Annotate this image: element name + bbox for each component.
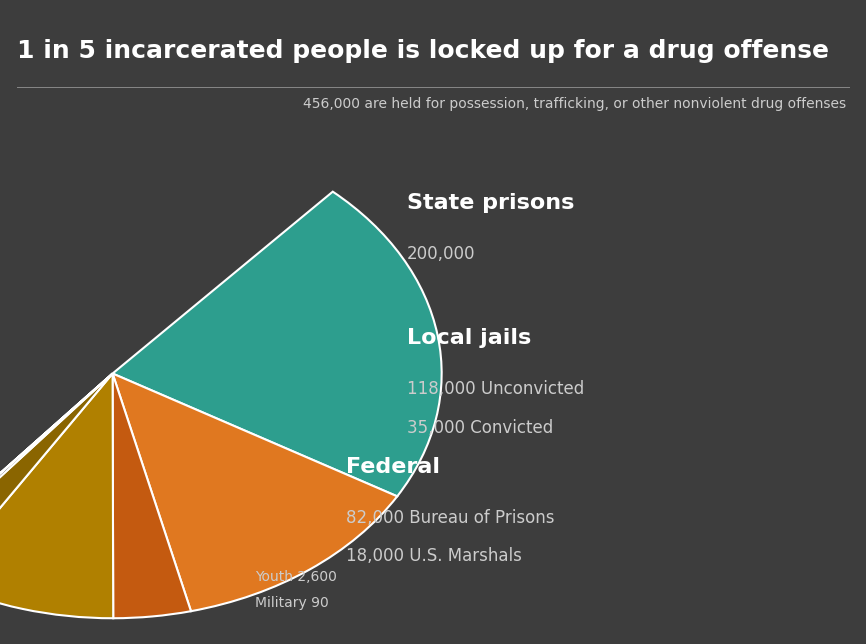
Text: State prisons: State prisons: [407, 193, 574, 213]
Wedge shape: [113, 374, 397, 611]
Text: 200,000: 200,000: [407, 245, 475, 263]
Text: Military 90: Military 90: [255, 596, 329, 610]
Text: 456,000 are held for possession, trafficking, or other nonviolent drug offenses: 456,000 are held for possession, traffic…: [303, 97, 846, 111]
Text: 82,000 Bureau of Prisons: 82,000 Bureau of Prisons: [346, 509, 555, 527]
Wedge shape: [113, 192, 442, 497]
Text: 118,000 Unconvicted: 118,000 Unconvicted: [407, 380, 585, 398]
Text: 1 in 5 incarcerated people is locked up for a drug offense: 1 in 5 incarcerated people is locked up …: [17, 39, 830, 62]
Text: Local jails: Local jails: [407, 328, 531, 348]
Text: Federal: Federal: [346, 457, 441, 477]
Wedge shape: [113, 374, 191, 618]
Text: Youth 2,600: Youth 2,600: [255, 570, 338, 584]
Wedge shape: [0, 374, 113, 582]
Text: 35,000 Convicted: 35,000 Convicted: [407, 419, 553, 437]
Wedge shape: [0, 374, 113, 564]
Wedge shape: [0, 374, 113, 561]
Wedge shape: [0, 374, 113, 618]
Text: 18,000 U.S. Marshals: 18,000 U.S. Marshals: [346, 547, 522, 565]
